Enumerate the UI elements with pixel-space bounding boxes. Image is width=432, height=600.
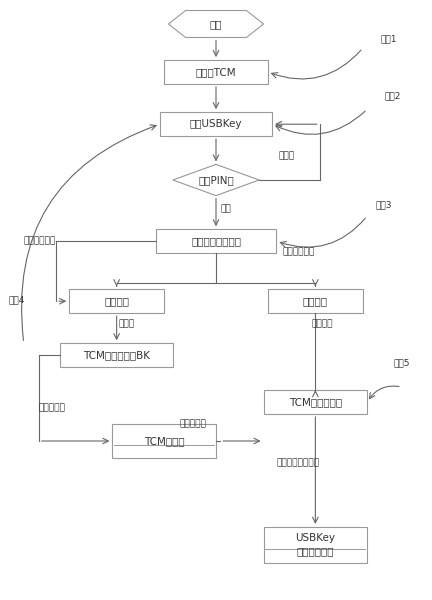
Bar (264, 527, 367, 563)
Text: 开始: 开始 (210, 19, 222, 29)
Text: 通过: 通过 (220, 204, 231, 213)
Text: 散列函数: 散列函数 (104, 296, 129, 306)
Text: 步骤1: 步骤1 (380, 34, 397, 43)
Text: 步骤4: 步骤4 (9, 295, 25, 304)
Polygon shape (168, 10, 264, 37)
Bar (60, 343, 173, 367)
Polygon shape (173, 164, 259, 196)
Bar (164, 60, 268, 84)
Bar (264, 390, 367, 414)
Bar (69, 289, 164, 313)
Text: 用户注册信息: 用户注册信息 (24, 236, 56, 246)
Text: 不通过: 不通过 (279, 151, 295, 160)
Text: USBKey
私密存储区域: USBKey 私密存储区域 (295, 533, 335, 556)
Text: 用户注册信息: 用户注册信息 (283, 247, 315, 257)
Bar (160, 112, 272, 136)
Text: 散列值: 散列值 (119, 319, 135, 329)
Text: 用户主密钥: 用户主密钥 (179, 420, 206, 428)
Bar (268, 289, 363, 313)
Bar (112, 424, 216, 458)
Text: 步骤5: 步骤5 (393, 358, 410, 367)
Bar (156, 229, 276, 253)
Text: 用户主密钥: 用户主密钥 (39, 403, 66, 413)
Text: 插入USBKey: 插入USBKey (190, 119, 242, 129)
Text: 加密后的文件密钥: 加密后的文件密钥 (276, 458, 320, 468)
Text: 验证PIN码: 验证PIN码 (198, 175, 234, 185)
Text: 步骤2: 步骤2 (384, 91, 401, 100)
Text: TCM密码运算器: TCM密码运算器 (289, 397, 342, 407)
Text: 步骤3: 步骤3 (376, 200, 392, 209)
Text: 初始化TCM: 初始化TCM (196, 67, 236, 77)
Text: TCM存储器: TCM存储器 (144, 436, 184, 446)
Text: 文件密钥: 文件密钥 (311, 319, 333, 329)
Text: TCM密码运算器BK: TCM密码运算器BK (83, 350, 150, 360)
Text: 输入用户注册信息: 输入用户注册信息 (191, 236, 241, 246)
Text: 单向函数: 单向函数 (303, 296, 328, 306)
